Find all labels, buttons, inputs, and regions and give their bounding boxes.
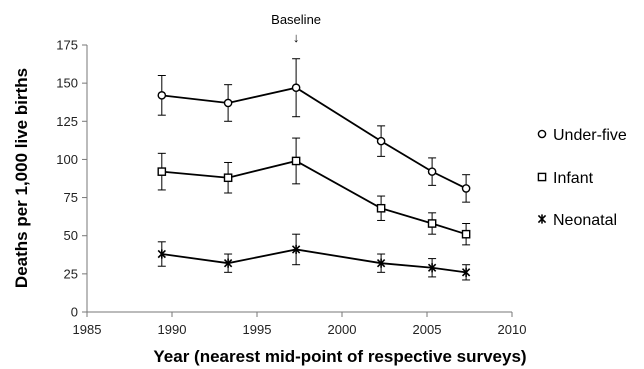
data-point <box>461 184 471 193</box>
data-point <box>461 267 471 277</box>
data-point <box>427 167 437 176</box>
series-line <box>161 159 467 236</box>
data-point <box>376 258 386 268</box>
series-infant <box>157 137 471 246</box>
y-tick-label: 0 <box>71 305 78 320</box>
legend-item-neonatal: Neonatal <box>537 212 617 229</box>
y-tick-label: 75 <box>64 190 78 205</box>
x-axis-title: Year (nearest mid-point of respective su… <box>153 347 526 366</box>
data-point <box>291 156 301 166</box>
data-point <box>157 91 167 100</box>
baseline-annotation: Baseline <box>271 12 321 27</box>
data-point <box>223 98 233 108</box>
data-point <box>427 219 437 228</box>
axes: 0 25 50 75 100 125 150 175 1985 1990 1995 2000 2005 2… <box>56 38 526 338</box>
x-tick-label: 2005 <box>413 322 442 337</box>
legend-marker <box>537 172 547 182</box>
x-tick-label: 1985 <box>73 322 102 337</box>
data-point <box>291 83 301 93</box>
legend-item-infant: Infant <box>537 170 594 187</box>
series-under-five <box>157 58 471 203</box>
series-line <box>161 248 467 274</box>
y-axis-title: Deaths per 1,000 live births <box>12 68 31 288</box>
x-tick-label: 2000 <box>328 322 357 337</box>
legend-item-under-five: Under-five <box>537 127 627 144</box>
data-point <box>376 203 386 213</box>
data-point <box>157 249 166 259</box>
data-point <box>427 263 437 273</box>
y-tick-label: 150 <box>56 76 78 91</box>
legend-marker <box>537 129 547 139</box>
data-point <box>376 136 386 146</box>
y-tick-label: 50 <box>64 228 78 243</box>
legend: Under-five Infant Neonatal <box>537 127 627 229</box>
legend-label: Neonatal <box>553 212 617 229</box>
y-tick-label: 100 <box>56 152 78 167</box>
y-tick-label: 175 <box>56 38 78 53</box>
legend-marker <box>537 214 547 224</box>
x-tick-label: 1990 <box>158 322 187 337</box>
data-point <box>291 244 301 255</box>
y-tick-label: 125 <box>56 114 78 129</box>
series-line <box>161 86 467 190</box>
x-tick-label: 2010 <box>498 322 527 337</box>
y-tick-label: 25 <box>64 266 78 281</box>
series-neonatal <box>157 233 471 281</box>
data-point <box>223 258 233 268</box>
series-layer <box>157 58 471 281</box>
legend-label: Under-five <box>553 127 627 144</box>
data-point <box>223 173 233 183</box>
data-point <box>157 167 167 176</box>
baseline-arrow: ↓ <box>293 30 300 45</box>
x-tick-label: 1995 <box>243 322 272 337</box>
legend-label: Infant <box>553 170 594 187</box>
data-point <box>461 229 471 239</box>
